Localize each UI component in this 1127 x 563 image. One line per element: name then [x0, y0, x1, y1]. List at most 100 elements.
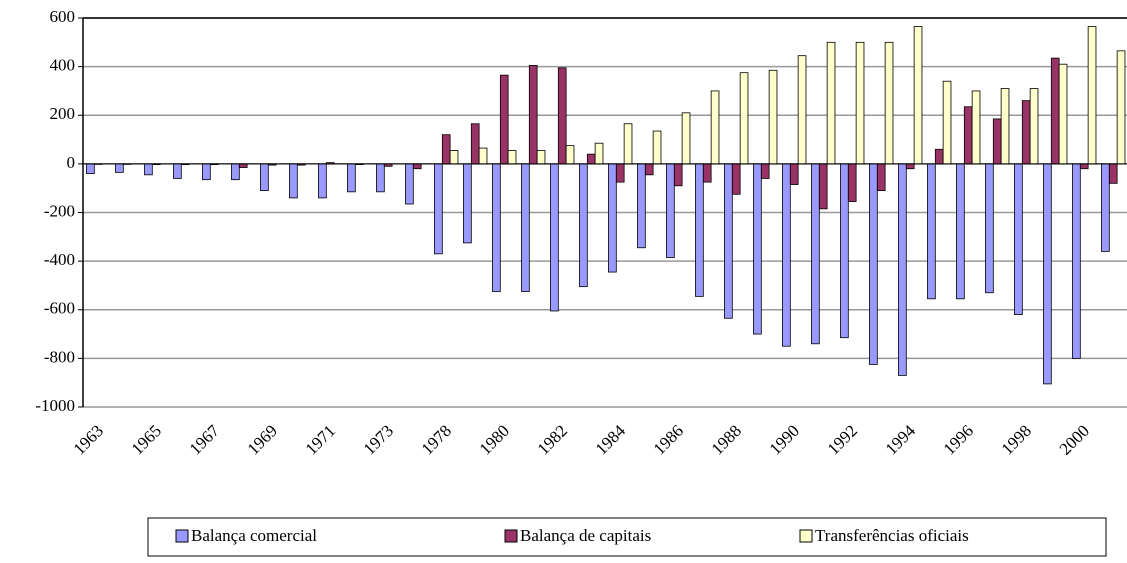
y-tick-label: -200	[44, 201, 75, 220]
bar	[963, 106, 973, 165]
bar	[1050, 57, 1060, 165]
bar	[412, 163, 422, 170]
bar	[811, 163, 820, 345]
y-tick-label: 400	[50, 56, 76, 75]
bar	[869, 163, 878, 365]
bar	[971, 90, 981, 165]
bar	[1079, 163, 1089, 170]
legend-label: Transferências oficiais	[815, 526, 969, 545]
bar	[1043, 163, 1052, 385]
x-tick-label: 2000	[1056, 421, 1093, 458]
bar	[797, 55, 807, 165]
bar	[115, 163, 124, 173]
bar	[1101, 163, 1110, 252]
bar	[478, 147, 488, 165]
bar	[173, 163, 182, 179]
bar	[702, 163, 712, 183]
bar	[992, 118, 1002, 165]
legend-label: Balança de capitais	[520, 526, 651, 545]
bar	[942, 80, 952, 165]
x-tick-label: 1969	[244, 421, 281, 458]
bar	[434, 163, 443, 255]
bar	[536, 150, 546, 165]
bar	[1087, 26, 1097, 165]
bar	[644, 163, 654, 176]
bar	[1029, 88, 1039, 165]
bar	[507, 150, 517, 165]
bar	[499, 74, 509, 165]
x-tick-label: 1980	[476, 421, 513, 458]
bar	[753, 163, 762, 335]
y-tick-label: 200	[50, 104, 76, 123]
bar	[557, 67, 567, 165]
bar	[470, 123, 480, 165]
bar	[782, 163, 791, 347]
y-tick-label: -1000	[35, 396, 75, 415]
bar	[739, 72, 749, 165]
bar	[405, 163, 414, 205]
bar	[789, 163, 799, 185]
bar	[615, 163, 625, 183]
bar	[847, 163, 857, 202]
bar	[289, 163, 298, 199]
bar	[855, 41, 865, 165]
x-tick-label: 1971	[302, 421, 339, 458]
bar	[724, 163, 733, 319]
x-tick-label: 1996	[940, 421, 977, 458]
bar	[652, 130, 662, 165]
bar	[231, 163, 240, 181]
bar	[731, 163, 741, 195]
bar	[586, 153, 596, 165]
bar	[449, 150, 459, 165]
x-tick-label: 1998	[998, 421, 1035, 458]
x-tick-label: 1994	[882, 421, 920, 459]
legend-swatch	[799, 529, 813, 543]
bar	[927, 163, 936, 300]
bar	[238, 163, 248, 168]
y-tick-label: 0	[67, 153, 76, 172]
bar	[608, 163, 617, 273]
bar	[1000, 88, 1010, 165]
bar	[637, 163, 646, 249]
x-tick-label: 1982	[534, 421, 571, 458]
bar	[760, 163, 770, 179]
bar	[898, 163, 907, 376]
bar	[521, 163, 530, 292]
y-tick-label: -800	[44, 347, 75, 366]
bar	[913, 26, 923, 165]
bar	[441, 134, 451, 165]
bar	[710, 90, 720, 165]
bar	[818, 163, 828, 210]
bar	[956, 163, 965, 300]
y-tick-label: -400	[44, 250, 75, 269]
legend-box	[147, 517, 1107, 557]
bar	[905, 163, 915, 170]
y-tick-label: -600	[44, 299, 75, 318]
x-tick-label: 1963	[70, 421, 107, 458]
x-tick-label: 1978	[418, 421, 455, 458]
x-tick-label: 1992	[824, 421, 861, 458]
bar	[826, 41, 836, 165]
bar	[579, 163, 588, 288]
bar	[528, 65, 538, 165]
x-tick-label: 1984	[592, 421, 630, 459]
bar	[884, 41, 894, 165]
bar	[1058, 63, 1068, 165]
bar	[347, 163, 356, 193]
x-tick-label: 1967	[186, 421, 224, 459]
bar	[202, 163, 211, 181]
x-tick-label: 1973	[360, 421, 397, 458]
legend-swatch	[504, 529, 518, 543]
bar	[768, 69, 778, 165]
bar	[565, 145, 575, 165]
bar	[318, 163, 327, 199]
bar	[86, 163, 95, 175]
bar	[550, 163, 559, 312]
x-tick-label: 1990	[766, 421, 803, 458]
bar	[144, 163, 153, 176]
x-tick-label: 1988	[708, 421, 745, 458]
bar	[260, 163, 269, 192]
bar	[376, 163, 385, 193]
bar	[463, 163, 472, 244]
